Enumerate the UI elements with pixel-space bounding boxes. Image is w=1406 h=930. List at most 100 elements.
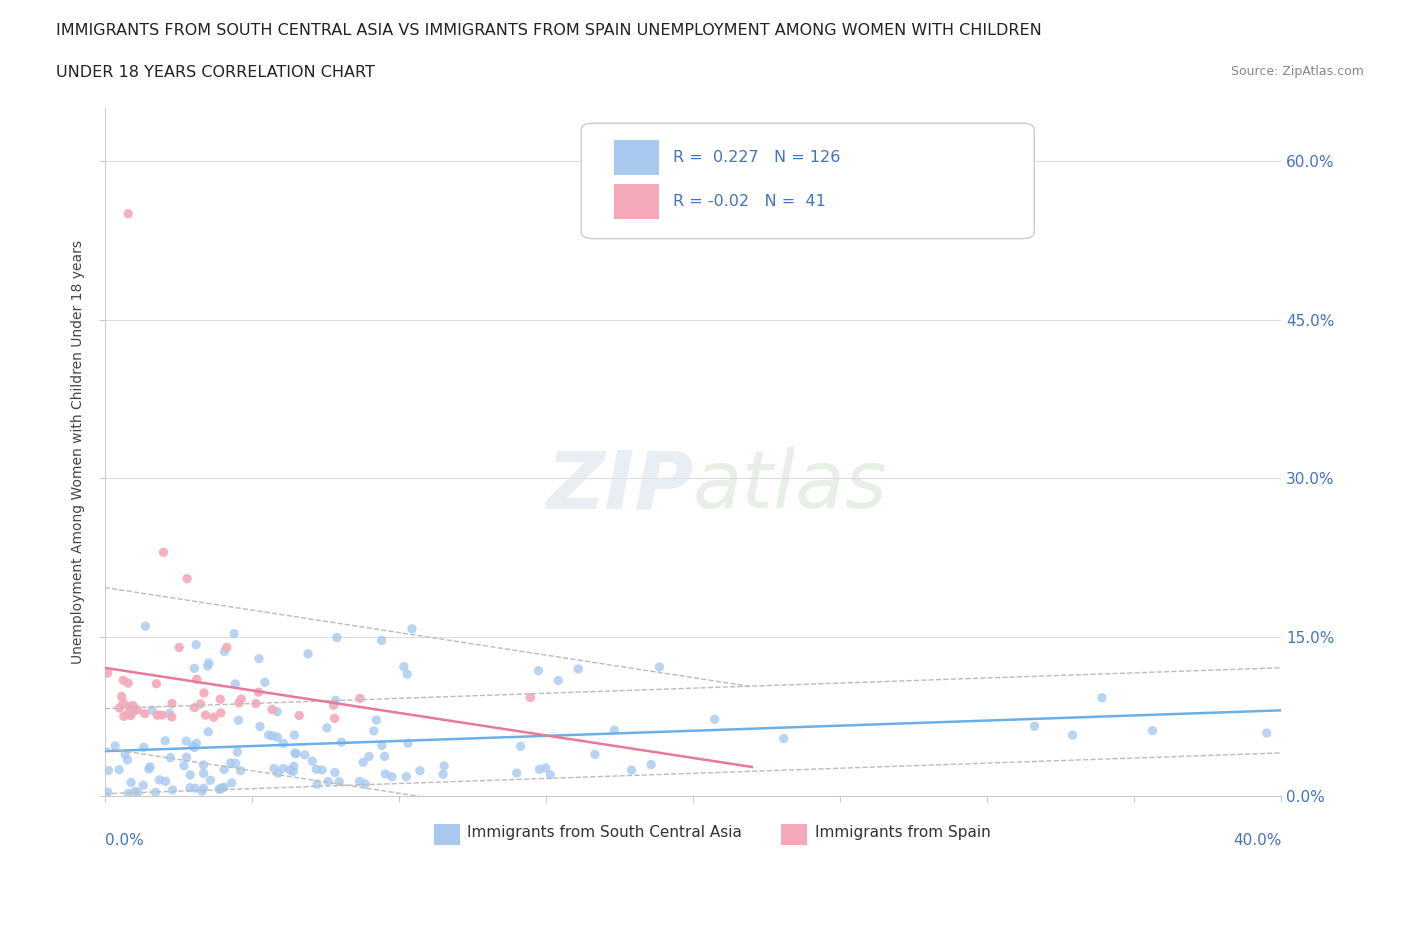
Point bbox=[283, 727, 305, 742]
Point bbox=[395, 769, 418, 784]
Text: R = -0.02   N =  41: R = -0.02 N = 41 bbox=[673, 194, 825, 209]
Point bbox=[209, 692, 232, 707]
Point bbox=[396, 736, 419, 751]
Point bbox=[267, 765, 290, 780]
Point bbox=[322, 698, 344, 712]
Point bbox=[262, 728, 284, 743]
Point bbox=[215, 640, 238, 655]
Point bbox=[316, 774, 339, 789]
Text: 0.0%: 0.0% bbox=[104, 833, 143, 848]
Point bbox=[323, 765, 346, 780]
Point bbox=[179, 780, 201, 795]
Point bbox=[127, 785, 149, 800]
Point bbox=[433, 758, 456, 773]
Point bbox=[253, 675, 276, 690]
Point bbox=[231, 692, 253, 707]
Point bbox=[249, 719, 271, 734]
Point bbox=[432, 767, 454, 782]
Point bbox=[197, 658, 219, 673]
FancyBboxPatch shape bbox=[581, 123, 1035, 239]
Text: ZIP: ZIP bbox=[546, 447, 693, 525]
Text: Source: ZipAtlas.com: Source: ZipAtlas.com bbox=[1230, 65, 1364, 78]
Point bbox=[266, 704, 288, 719]
Point bbox=[288, 708, 311, 723]
Point bbox=[529, 762, 551, 777]
Point bbox=[212, 780, 235, 795]
Point bbox=[132, 740, 155, 755]
Point bbox=[228, 696, 250, 711]
Point bbox=[209, 706, 232, 721]
Point bbox=[193, 685, 215, 700]
Point bbox=[374, 749, 396, 764]
Point bbox=[176, 750, 198, 764]
Point bbox=[357, 749, 380, 764]
Point bbox=[266, 730, 288, 745]
Point bbox=[197, 656, 219, 671]
Point bbox=[108, 700, 131, 715]
Point bbox=[648, 659, 671, 674]
Point bbox=[1142, 724, 1164, 738]
Point bbox=[219, 755, 242, 770]
Point bbox=[117, 752, 139, 767]
Point bbox=[208, 782, 231, 797]
Point bbox=[229, 764, 252, 778]
Point bbox=[534, 761, 557, 776]
Point bbox=[186, 671, 208, 686]
Point bbox=[396, 667, 419, 682]
Point bbox=[603, 723, 626, 737]
Text: IMMIGRANTS FROM SOUTH CENTRAL ASIA VS IMMIGRANTS FROM SPAIN UNEMPLOYMENT AMONG W: IMMIGRANTS FROM SOUTH CENTRAL ASIA VS IM… bbox=[56, 23, 1042, 38]
Point bbox=[323, 711, 346, 725]
Point bbox=[703, 711, 725, 726]
Point bbox=[547, 673, 569, 688]
Point bbox=[228, 713, 250, 728]
Point bbox=[191, 784, 214, 799]
Point bbox=[162, 782, 184, 797]
Point bbox=[211, 780, 233, 795]
Point bbox=[366, 712, 388, 727]
Point bbox=[326, 631, 349, 645]
Point bbox=[271, 736, 294, 751]
Point bbox=[122, 703, 145, 718]
Point bbox=[124, 784, 146, 799]
Point bbox=[620, 763, 643, 777]
Point bbox=[330, 735, 353, 750]
Point bbox=[221, 776, 243, 790]
Point bbox=[374, 766, 396, 781]
Point bbox=[148, 773, 170, 788]
Point bbox=[190, 697, 212, 711]
Point bbox=[325, 693, 347, 708]
Point bbox=[134, 618, 156, 633]
Point bbox=[111, 689, 134, 704]
Point bbox=[214, 644, 236, 659]
Point bbox=[112, 696, 135, 711]
Point bbox=[1062, 728, 1084, 743]
Point bbox=[200, 773, 222, 788]
Text: UNDER 18 YEARS CORRELATION CHART: UNDER 18 YEARS CORRELATION CHART bbox=[56, 65, 375, 80]
Point bbox=[509, 739, 531, 754]
Point bbox=[226, 745, 249, 760]
Point bbox=[297, 646, 319, 661]
Point bbox=[371, 737, 394, 752]
Point bbox=[1024, 719, 1046, 734]
Point bbox=[245, 696, 267, 711]
Text: Immigrants from Spain: Immigrants from Spain bbox=[815, 825, 991, 840]
FancyBboxPatch shape bbox=[782, 824, 807, 845]
Point bbox=[301, 753, 323, 768]
Point bbox=[155, 774, 177, 789]
Point bbox=[160, 710, 183, 724]
Point bbox=[145, 676, 167, 691]
Point bbox=[263, 761, 285, 776]
Point bbox=[181, 738, 204, 753]
Point bbox=[132, 777, 155, 792]
Point bbox=[772, 731, 794, 746]
Point bbox=[117, 675, 139, 690]
Point bbox=[224, 626, 246, 641]
Point bbox=[108, 763, 131, 777]
Point bbox=[117, 786, 139, 801]
Point bbox=[247, 684, 270, 699]
Point bbox=[202, 710, 225, 724]
Y-axis label: Unemployment Among Women with Children Under 18 years: Unemployment Among Women with Children U… bbox=[72, 240, 86, 664]
Point bbox=[305, 762, 328, 777]
Point bbox=[283, 759, 305, 774]
Point bbox=[284, 746, 307, 761]
